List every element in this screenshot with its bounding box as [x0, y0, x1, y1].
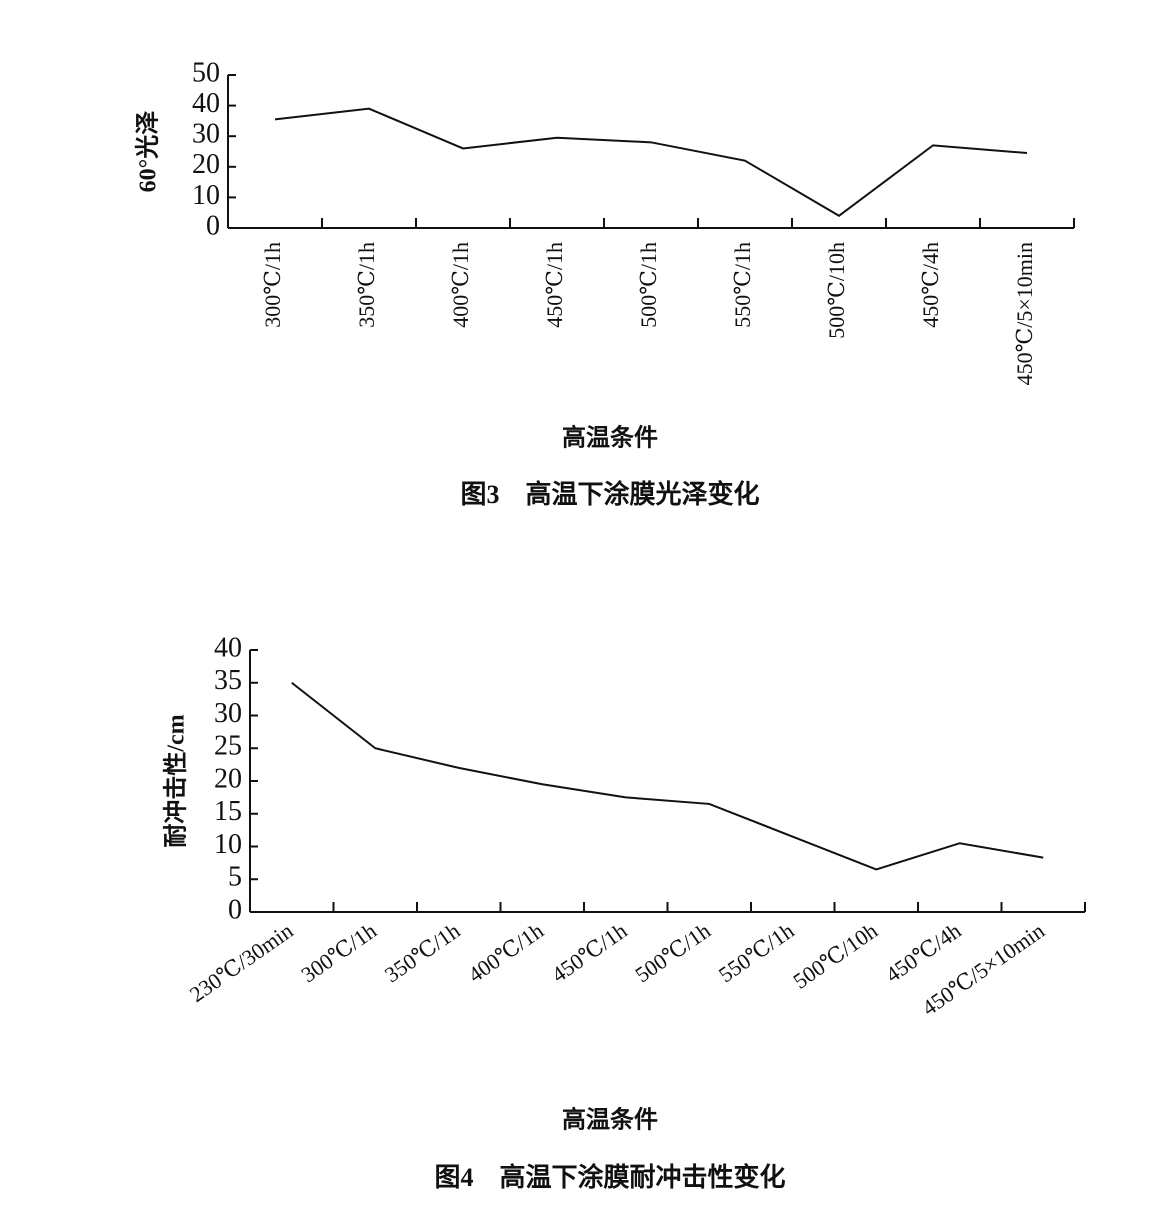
data-line [274, 107, 1028, 217]
y-axis-label: 60°光泽 [135, 111, 162, 193]
y-tick-label: 25 [214, 731, 242, 762]
y-axis-label: 耐冲击性/cm [163, 714, 190, 847]
x-tick-label: 350℃/1h [380, 918, 465, 988]
x-tick-label: 450℃/5×10min [1012, 242, 1037, 385]
x-tick-label: 300℃/1h [296, 918, 381, 988]
x-tick-label: 500℃/1h [630, 918, 715, 988]
data-line [291, 681, 1044, 871]
y-tick-label: 10 [214, 829, 242, 860]
y-tick-label: 35 [214, 665, 242, 696]
y-tick-label: 15 [214, 796, 242, 827]
y-tick-label: 10 [192, 180, 220, 211]
x-tick-label: 450℃/1h [547, 918, 632, 988]
x-tick-label: 230℃/30min [185, 918, 298, 1007]
y-tick-label: 20 [214, 763, 242, 794]
y-tick-label: 5 [228, 862, 242, 893]
y-tick-label: 0 [206, 210, 220, 241]
x-axis-label: 高温条件 [562, 424, 658, 452]
y-tick-label: 30 [192, 119, 220, 150]
x-tick-label: 500℃/10h [824, 242, 849, 339]
x-tick-label: 400℃/1h [448, 242, 473, 328]
x-tick-label: 450℃/1h [542, 242, 567, 328]
x-tick-label: 500℃/10h [788, 918, 882, 994]
x-tick-label: 550℃/1h [714, 918, 799, 988]
x-tick-label: 500℃/1h [636, 242, 661, 328]
x-tick-label: 400℃/1h [463, 918, 548, 988]
y-tick-label: 20 [192, 149, 220, 180]
y-tick-label: 40 [214, 632, 242, 663]
x-tick-label: 550℃/1h [730, 242, 755, 328]
x-tick-label: 350℃/1h [354, 242, 379, 328]
x-tick-label: 300℃/1h [260, 242, 285, 328]
caption: 图4 高温下涂膜耐冲击性变化 [434, 1162, 785, 1192]
x-axis-label: 高温条件 [562, 1106, 658, 1134]
x-tick-label: 450℃/4h [918, 242, 943, 328]
y-tick-label: 30 [214, 698, 242, 729]
caption: 图3 高温下涂膜光泽变化 [460, 479, 759, 509]
y-tick-label: 0 [228, 894, 242, 925]
y-tick-label: 50 [192, 57, 220, 88]
y-tick-label: 40 [192, 88, 220, 119]
